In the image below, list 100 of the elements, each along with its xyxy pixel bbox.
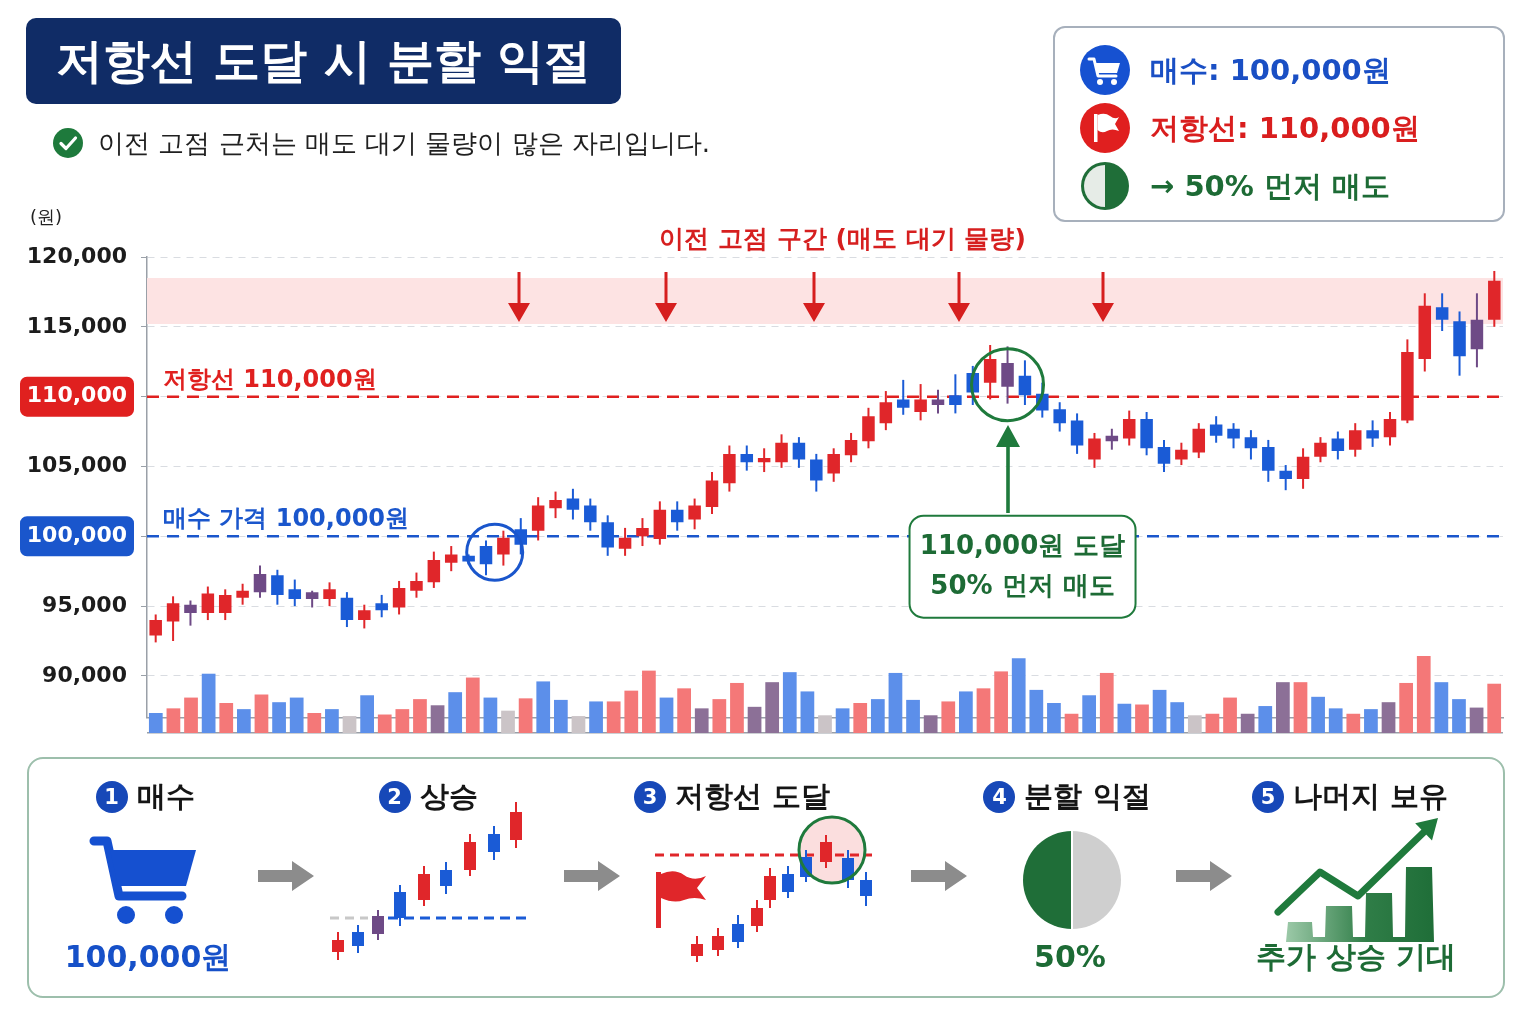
- candlestick: [1262, 438, 1275, 483]
- bar: [1311, 696, 1325, 733]
- candlestick: [1227, 422, 1240, 450]
- bar: [254, 694, 269, 733]
- bar: [571, 716, 586, 733]
- candlestick: [896, 378, 910, 416]
- candlestick: [1279, 464, 1292, 492]
- candlestick: [931, 388, 945, 415]
- candlestick: [1053, 401, 1066, 433]
- y-tick-label: 110,000: [26, 382, 127, 408]
- candlestick: [323, 581, 336, 608]
- bar: [976, 688, 991, 733]
- bar: [184, 697, 198, 733]
- candlestick: [1331, 430, 1345, 461]
- bar: [201, 673, 216, 733]
- candlestick: [670, 500, 684, 532]
- candlestick: [444, 545, 458, 573]
- bar: [465, 677, 480, 733]
- band-label: 이전 고점 구간 (매도 대기 물량): [659, 223, 1026, 253]
- candlestick: [1001, 345, 1014, 405]
- bar: [1364, 709, 1378, 733]
- text: 3: [633, 781, 666, 813]
- candlestick: [792, 436, 806, 469]
- bar: [1452, 699, 1466, 733]
- candlestick: [1088, 431, 1101, 469]
- bar: [219, 702, 234, 733]
- bar: [360, 695, 374, 733]
- bar: [1346, 713, 1361, 733]
- candlestick: [1366, 419, 1379, 448]
- candlestick: [288, 578, 302, 608]
- candlestick: [618, 526, 632, 557]
- candlestick: [1175, 441, 1188, 467]
- bar: [166, 708, 181, 733]
- bar: [289, 697, 304, 733]
- y-tick-label: 95,000: [42, 591, 127, 617]
- bar: [624, 690, 639, 733]
- candlestick: [201, 585, 215, 622]
- candlestick: [688, 497, 701, 531]
- text: 100,000원: [63, 938, 233, 976]
- bar: [800, 691, 815, 733]
- text: 4: [983, 781, 1016, 813]
- bar: [148, 712, 163, 733]
- y-tick-label: 100,000: [26, 521, 127, 547]
- chart-title: 저항선 도달 시 분할 익절: [26, 18, 622, 104]
- bar: [1117, 703, 1132, 733]
- bar: [413, 699, 427, 733]
- category-label: 매수: [136, 778, 195, 815]
- bar: [765, 682, 780, 733]
- candlestick: [375, 593, 388, 619]
- candlestick: [1244, 429, 1258, 461]
- bar: [994, 671, 1008, 733]
- bar: [835, 708, 850, 733]
- bar: [430, 705, 445, 733]
- bar: [1469, 707, 1484, 733]
- bar: [501, 710, 515, 733]
- candlestick: [584, 497, 597, 532]
- bar: [272, 702, 286, 733]
- category-label: 분할 익절: [1024, 778, 1151, 815]
- bar: [536, 681, 551, 733]
- candlestick: [636, 517, 649, 548]
- candlestick: [844, 431, 858, 464]
- candlestick: [740, 444, 754, 472]
- candlestick: [166, 595, 180, 642]
- y-tick-label: 105,000: [26, 452, 127, 478]
- bar: [1011, 658, 1026, 733]
- candlestick: [775, 433, 788, 469]
- ref-line-label: 저항선 110,000원: [163, 364, 377, 393]
- bar: [1135, 704, 1149, 733]
- candlestick: [392, 579, 406, 616]
- bar: [818, 715, 832, 733]
- text: → 50% 먼저 매도: [1150, 168, 1391, 205]
- bar: [1240, 713, 1255, 733]
- bar: [659, 697, 674, 733]
- bar: [589, 701, 603, 733]
- bar: [307, 712, 322, 733]
- bar: [853, 702, 868, 733]
- candlestick: [1018, 359, 1032, 407]
- candlestick: [358, 603, 371, 630]
- y-tick-label: 90,000: [42, 661, 127, 687]
- bar: [1205, 713, 1220, 733]
- candlestick: [1122, 409, 1136, 447]
- candlestick: [566, 487, 580, 521]
- bar: [941, 701, 956, 733]
- bar: [1381, 702, 1396, 733]
- bar: [642, 670, 656, 733]
- bar: [1064, 713, 1079, 733]
- y-tick-label: 115,000: [26, 312, 127, 338]
- candlestick: [1209, 415, 1223, 444]
- bar: [553, 699, 568, 733]
- bar: [730, 682, 744, 733]
- bar: [1170, 702, 1185, 733]
- bar: [395, 709, 410, 733]
- chart-subtitle: 이전 고점 근처는 매도 대기 물량이 많은 자리입니다.: [98, 127, 711, 160]
- text: 추가 상승 기대: [1254, 938, 1458, 976]
- bar: [1276, 682, 1290, 733]
- bar: [1187, 715, 1202, 733]
- bar: [694, 708, 709, 733]
- bar: [1082, 695, 1097, 733]
- candlestick: [1435, 292, 1449, 333]
- candlestick: [218, 588, 232, 622]
